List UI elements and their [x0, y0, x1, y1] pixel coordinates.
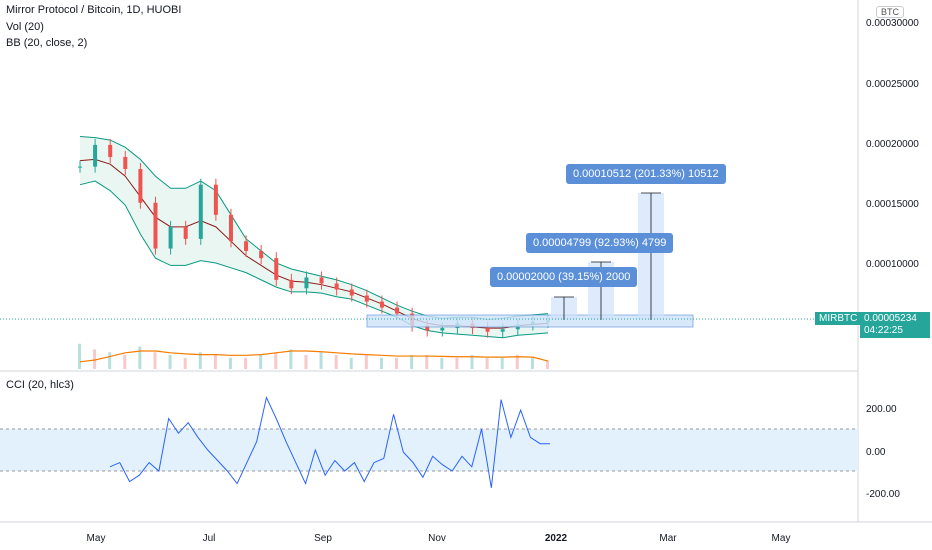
volume-bar	[546, 360, 549, 369]
bollinger-fill-area	[80, 136, 548, 338]
candle-body	[259, 250, 264, 259]
price-axis-tick: 0.00020000	[866, 139, 919, 150]
candle-body	[274, 258, 279, 280]
candle-body	[228, 214, 233, 242]
volume-bar	[364, 355, 368, 369]
cci-line	[109, 395, 550, 488]
candle-body	[500, 329, 505, 332]
volume-bar	[470, 355, 474, 369]
volume-bar	[515, 355, 519, 369]
price-axis-tick: 0.00015000	[866, 199, 919, 210]
bollinger-band-fill	[80, 136, 548, 338]
candle-body	[364, 295, 369, 302]
last-price: 0.00005234	[864, 313, 917, 324]
volume-bar	[259, 355, 263, 369]
time-axis-tick: Jul	[203, 533, 216, 544]
volume-bar	[500, 357, 504, 369]
time-axis-tick: Sep	[314, 533, 332, 544]
volume-bar	[274, 352, 278, 369]
candle-body	[168, 226, 173, 249]
bar-countdown: 04:22:25	[864, 325, 903, 336]
bollinger-indicator-label[interactable]: BB (20, close, 2)	[6, 37, 88, 49]
candle-body	[304, 277, 309, 289]
volume-bar	[183, 357, 187, 369]
candle-body	[198, 184, 203, 239]
volume-bar	[379, 357, 383, 369]
candle-body	[183, 226, 188, 239]
candle-body	[213, 184, 218, 215]
price-axis-tick: 0.00025000	[866, 79, 919, 90]
volume-bar	[138, 346, 142, 369]
volume-bar	[123, 355, 127, 369]
bb-lower-line	[79, 180, 549, 339]
volume-bar	[334, 355, 338, 369]
volume-bar	[304, 355, 308, 369]
volume-bar	[78, 343, 81, 369]
symbol-price-tag: MIRBTC	[815, 312, 862, 325]
candle-body	[78, 166, 82, 168]
axes: 0.00030000 0.00025000 0.00020000 0.00015000…	[87, 18, 920, 544]
time-axis-tick: May	[772, 533, 791, 544]
candle-body	[440, 328, 445, 331]
candle-body	[289, 279, 294, 289]
volume-indicator-label[interactable]: Vol (20)	[6, 21, 44, 33]
volume-bar	[93, 349, 97, 369]
cci-axis-tick: 200.00	[866, 404, 897, 415]
time-axis-tick: Mar	[659, 533, 677, 544]
volume-bar	[289, 349, 293, 369]
volume-bar	[349, 357, 353, 369]
volume-bar	[168, 355, 172, 369]
volume-bar	[108, 352, 112, 369]
cci-plot	[109, 395, 550, 488]
chart-title: Mirror Protocol / Bitcoin, 1D, HUOBI	[6, 4, 182, 16]
cci-axis-tick: 0.00	[866, 447, 886, 458]
candle-body	[379, 301, 384, 308]
volume-bars	[78, 343, 549, 369]
time-axis-tick: 2022	[545, 533, 568, 544]
candle-body	[349, 289, 354, 296]
price-axis-tick: 0.00010000	[866, 259, 919, 270]
volume-bar	[153, 352, 157, 369]
candle-body	[138, 169, 143, 203]
cci-indicator-label[interactable]: CCI (20, hlc3)	[6, 379, 74, 391]
volume-bar	[244, 357, 248, 369]
volume-bar	[228, 357, 232, 369]
volume-bar	[410, 355, 414, 369]
price-axis-tick: 0.00030000	[866, 18, 919, 29]
candle-body	[153, 202, 158, 249]
candle-body	[485, 328, 490, 332]
measurement-tools[interactable]	[366, 192, 694, 328]
volume-bar	[530, 357, 534, 369]
measure-label-3[interactable]: 0.00010512 (201.33%) 10512	[566, 164, 726, 184]
volume-bar	[440, 357, 444, 369]
volume-bar	[319, 352, 323, 369]
last-price-tag: 0.00005234 04:22:25	[860, 312, 930, 338]
volume-bar	[198, 352, 202, 369]
candle-body	[123, 156, 128, 170]
time-axis-tick: May	[87, 533, 106, 544]
currency-badge[interactable]: BTC	[876, 6, 904, 18]
measure-label-2[interactable]: 0.00004799 (92.93%) 4799	[526, 233, 674, 253]
volume-bar	[455, 357, 459, 369]
measure-label-1[interactable]: 0.00002000 (39.15%) 2000	[490, 267, 638, 287]
candle-body	[319, 277, 324, 284]
volume-ma-line	[79, 350, 549, 363]
candle-body	[425, 325, 430, 331]
candle-body	[108, 144, 113, 157]
candle-body	[395, 307, 400, 314]
volume-bar	[425, 355, 429, 369]
time-axis-tick: Nov	[428, 533, 446, 544]
volume-bar	[485, 357, 489, 369]
candle-body	[244, 241, 249, 251]
candle-body	[334, 283, 339, 290]
volume-bar	[213, 355, 217, 369]
candle-body	[93, 144, 98, 167]
volume-bar	[395, 357, 399, 369]
cci-axis-tick: -200.00	[866, 489, 900, 500]
